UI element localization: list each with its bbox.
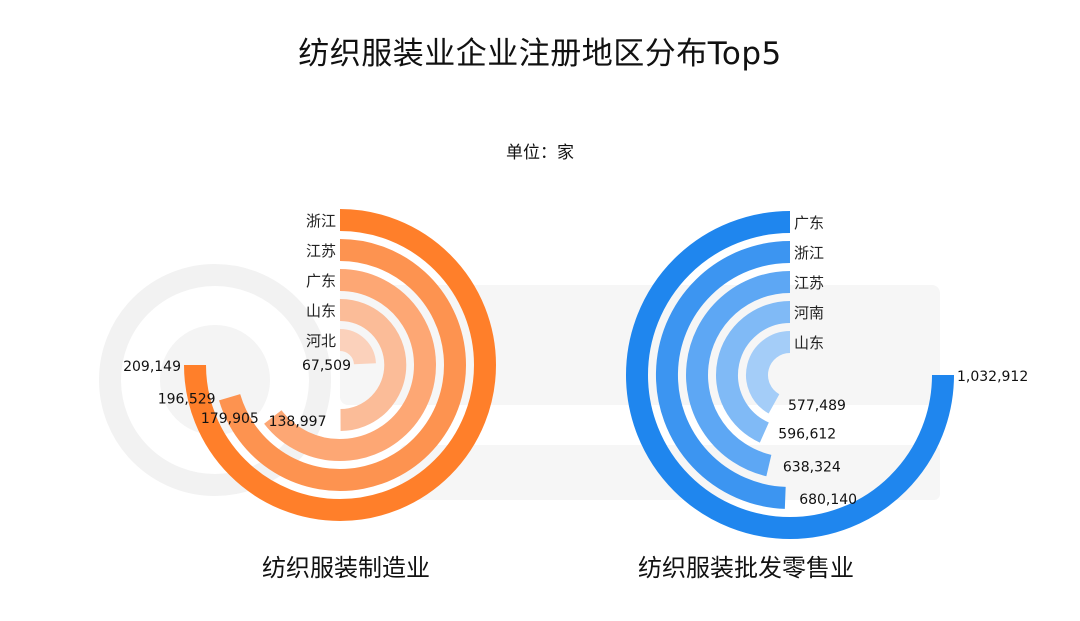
category-label-retail-2: 江苏 [794, 274, 824, 292]
value-label-retail-2: 638,324 [783, 460, 841, 476]
radial-chart-manufacturing: 浙江 209,149 江苏 196,529 广东 179,905 山东 138,997 河北 67… [123, 209, 496, 521]
radial-chart-retail: 广东 1,032,912 浙江 680,140 江苏 638,324 河南 596,612 山东… [626, 211, 1028, 539]
value-label-retail-1: 680,140 [799, 492, 857, 508]
category-label-manufacturing-0: 浙江 [306, 212, 336, 230]
bar-manufacturing-4 [339, 329, 376, 366]
category-label-retail-3: 河南 [794, 304, 824, 322]
bar-retail-2 [686, 271, 791, 477]
bar-manufacturing-0 [184, 209, 496, 521]
value-label-manufacturing-4: 67,509 [302, 358, 351, 374]
category-label-retail-1: 浙江 [794, 244, 824, 262]
value-label-manufacturing-1: 196,529 [158, 391, 216, 407]
page-title: 纺织服装业企业注册地区分布Top5 [298, 36, 782, 72]
value-label-manufacturing-2: 179,905 [201, 411, 259, 427]
value-label-retail-4: 577,489 [788, 398, 846, 414]
value-label-manufacturing-3: 138,997 [269, 414, 327, 430]
bar-manufacturing-1 [219, 239, 466, 491]
category-label-retail-4: 山东 [794, 334, 824, 352]
bar-manufacturing-3 [339, 298, 407, 431]
category-label-manufacturing-3: 山东 [306, 302, 336, 320]
bar-retail-3 [716, 301, 791, 443]
value-label-retail-0: 1,032,912 [957, 369, 1028, 385]
chart-title-retail: 纺织服装批发零售业 [638, 554, 854, 582]
category-label-manufacturing-4: 河北 [306, 332, 336, 350]
category-label-retail-0: 广东 [794, 214, 824, 232]
bar-manufacturing-2 [264, 269, 436, 461]
category-label-manufacturing-2: 广东 [306, 272, 336, 290]
chart-title-manufacturing: 纺织服装制造业 [262, 554, 430, 582]
category-label-manufacturing-1: 江苏 [306, 242, 336, 260]
unit-label: 单位：家 [506, 143, 574, 163]
value-label-retail-3: 596,612 [778, 427, 836, 443]
bar-retail-1 [655, 241, 791, 509]
bar-retail-4 [746, 331, 791, 414]
value-label-manufacturing-0: 209,149 [123, 359, 181, 375]
bar-retail-0 [626, 211, 954, 539]
